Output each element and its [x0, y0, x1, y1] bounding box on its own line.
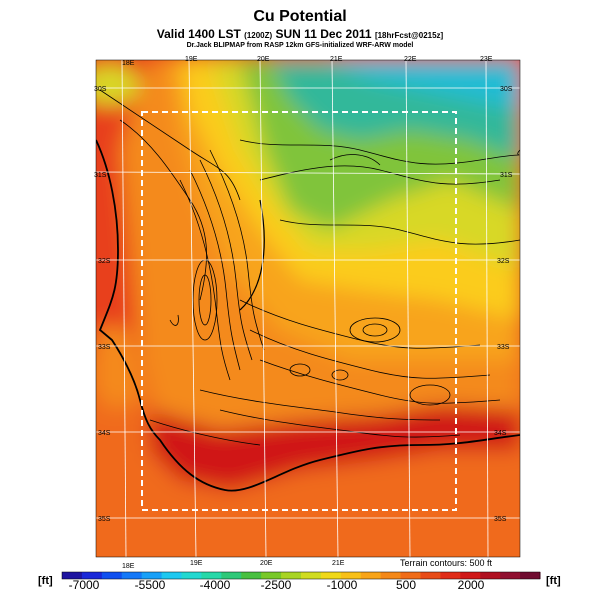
colorbar-swatch	[62, 572, 83, 579]
model-info: Dr.Jack BLIPMAP from RASP 12km GFS-initi…	[186, 42, 414, 49]
lat-label-right-30s: 30S	[500, 86, 513, 93]
lat-label-left-33s: 33S	[98, 344, 111, 351]
lat-label-right-35s: 35S	[494, 516, 507, 523]
colorbar-label-2000: 2000	[457, 578, 485, 592]
colorbar-label-neg2500: -2500	[260, 578, 292, 592]
colorbar-swatch	[181, 572, 202, 579]
colorbar-swatch	[340, 572, 362, 579]
colorbar-swatch	[101, 572, 123, 579]
colorbar-swatch	[301, 572, 322, 579]
lon-label-top-21e: 21E	[330, 56, 343, 63]
colorbar	[61, 571, 541, 580]
colorbar-swatch	[500, 572, 521, 579]
lat-label-left-30s: 30S	[94, 86, 107, 93]
lon-label-top-20e: 20E	[257, 56, 270, 63]
inner-domain-box	[141, 111, 457, 511]
valid-utc: (1200Z)	[244, 31, 273, 40]
lat-label-left-35s: 35S	[98, 516, 111, 523]
valid-time-line: Valid 1400 LST (1200Z) SUN 11 Dec 2011 […	[0, 27, 600, 41]
map-frame	[95, 59, 521, 558]
lat-label-right-31s: 31S	[500, 172, 513, 179]
cu-potential-field	[96, 60, 520, 557]
lon-label-top-18e: 18E	[122, 60, 135, 67]
lat-label-right-34s: 34S	[494, 430, 507, 437]
lat-label-right-33s: 33S	[497, 344, 510, 351]
lon-label-top-23e: 23E	[480, 56, 493, 63]
lon-label-bottom-18e: 18E	[122, 563, 135, 570]
lon-label-bottom-20e: 20E	[260, 560, 273, 567]
colorbar-swatch	[241, 572, 262, 579]
colorbar-label-neg4000: -4000	[199, 578, 231, 592]
colorbar-swatch	[320, 572, 342, 579]
lon-label-top-22e: 22E	[404, 56, 417, 63]
colorbar-label-neg1000: -1000	[326, 578, 358, 592]
colorbar-unit-left: [ft]	[38, 575, 53, 587]
colorbar-swatch	[360, 572, 382, 579]
lat-label-right-32s: 32S	[497, 258, 510, 265]
colorbar-swatch	[440, 572, 461, 579]
colorbar-swatch	[400, 572, 421, 579]
colorbar-label-neg5500: -5500	[134, 578, 166, 592]
colorbar-label-neg7000: -7000	[68, 578, 100, 592]
coastline	[96, 139, 520, 492]
forecast-info: [18hrFcst@0215z]	[374, 31, 444, 40]
colorbar-unit-right: [ft]	[546, 575, 561, 587]
colorbar-swatch	[281, 572, 302, 579]
colorbar-swatch	[520, 572, 541, 579]
page-title: Cu Potential	[253, 8, 347, 25]
valid-date: SUN 11 Dec 2011	[275, 27, 372, 41]
lat-label-left-32s: 32S	[98, 258, 111, 265]
colorbar-swatch	[141, 572, 163, 579]
terrain-contours-label: Terrain contours: 500 ft	[400, 558, 493, 568]
valid-prefix: Valid 1400 LST	[156, 27, 241, 41]
colorbar-swatch	[121, 572, 143, 579]
lon-label-bottom-19e: 19E	[190, 560, 203, 567]
colorbar-swatch	[480, 572, 501, 579]
colorbar-border	[61, 571, 541, 580]
colorbar-label-500: 500	[395, 578, 417, 592]
colorbar-swatch	[460, 572, 481, 579]
lat-label-left-34s: 34S	[98, 430, 111, 437]
lon-label-top-19e: 19E	[185, 56, 198, 63]
lat-label-left-31s: 31S	[94, 172, 107, 179]
colorbar-swatch	[221, 572, 242, 579]
colorbar-swatch	[201, 572, 222, 579]
colorbar-swatch	[81, 572, 103, 579]
colorbar-swatch	[161, 572, 182, 579]
colorbar-swatch	[420, 572, 441, 579]
lon-label-bottom-21e: 21E	[332, 560, 345, 567]
graticule	[96, 60, 520, 557]
colorbar-swatch	[261, 572, 282, 579]
colorbar-swatch	[380, 572, 402, 579]
